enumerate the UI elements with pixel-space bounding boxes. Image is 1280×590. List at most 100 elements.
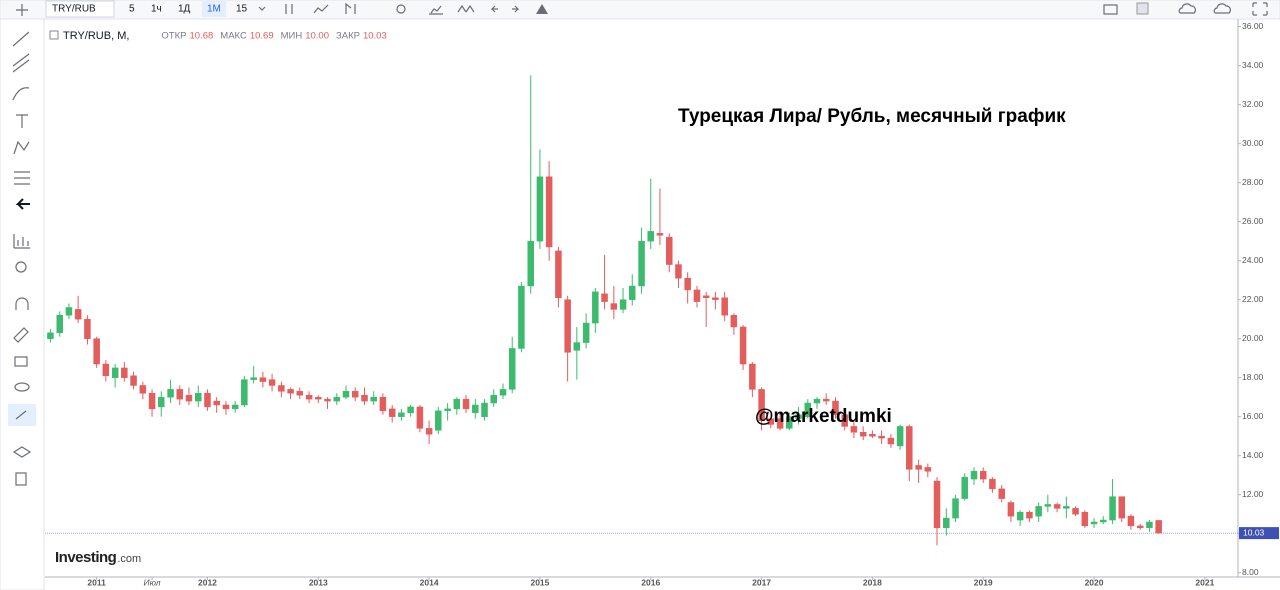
- prediction-icon[interactable]: [14, 171, 30, 185]
- candles-icon[interactable]: [285, 4, 293, 14]
- candle-body: [213, 400, 220, 406]
- candle-body: [638, 240, 645, 287]
- candle-body: [592, 291, 599, 324]
- candle-body: [545, 176, 553, 248]
- x-tick-label: 2011: [87, 577, 106, 587]
- zoom-icon[interactable]: [15, 261, 27, 273]
- candle-body: [121, 367, 128, 378]
- candle-body: [933, 480, 941, 529]
- interval-active[interactable]: 1М: [207, 4, 221, 15]
- symbol[interactable]: TRY/RUB: [52, 4, 96, 15]
- active-interval-bg: [202, 1, 226, 17]
- candle-body: [425, 428, 433, 435]
- redo-icon[interactable]: [512, 5, 520, 13]
- candle-body: [1044, 504, 1052, 507]
- layers-icon[interactable]: [12, 446, 32, 458]
- x-tick-label: Июл: [144, 577, 161, 587]
- candle-body: [388, 408, 396, 417]
- candle-body: [776, 418, 784, 429]
- interval[interactable]: 1Д: [178, 4, 191, 15]
- cloud-icon[interactable]: [1178, 3, 1196, 14]
- back-icon[interactable]: [15, 198, 30, 210]
- candle-body: [906, 426, 913, 470]
- candle-body: [148, 393, 156, 410]
- candle-body: [1127, 515, 1135, 527]
- candle-body: [555, 250, 562, 298]
- y-tick-label: 14.00: [1242, 450, 1264, 460]
- trendline-icon[interactable]: [12, 31, 30, 47]
- last-price-label: 10.03: [1243, 527, 1265, 537]
- chart-title: Турецкая Лира/ Рубль, месячный график: [678, 106, 1066, 127]
- color-icon[interactable]: [1136, 2, 1149, 15]
- candle-body: [490, 394, 497, 404]
- candle-body: [287, 389, 294, 394]
- candle-body: [453, 398, 461, 410]
- y-tick-label: 28.00: [1242, 177, 1264, 187]
- lock-icon[interactable]: [14, 356, 28, 367]
- y-tick-label: 16.00: [1242, 411, 1264, 421]
- y-tick-label: 36.00: [1242, 21, 1264, 31]
- y-tick-label: 18.00: [1242, 372, 1264, 382]
- candle-body: [758, 389, 765, 421]
- legend-value: 10.69: [250, 31, 274, 42]
- interval[interactable]: 5: [129, 4, 135, 15]
- crosshair-icon[interactable]: [16, 4, 28, 16]
- measure-icon[interactable]: [13, 234, 30, 249]
- candle-body: [185, 394, 193, 402]
- candle-body: [573, 342, 581, 351]
- candle-body: [268, 379, 276, 386]
- y-tick-label: 22.00: [1242, 294, 1264, 304]
- candle-body: [1053, 504, 1061, 509]
- candle-body: [296, 391, 304, 396]
- legend-value: 10.68: [190, 31, 214, 42]
- fullscreen-icon[interactable]: [1252, 2, 1268, 16]
- candle-body: [472, 404, 479, 414]
- x-tick-label: 2014: [420, 577, 439, 587]
- candle-body: [628, 285, 636, 300]
- candle-body: [601, 293, 608, 302]
- y-tick-label: 32.00: [1242, 99, 1264, 109]
- settings-icon[interactable]: [396, 4, 406, 14]
- candle-body: [943, 517, 950, 529]
- brush-icon[interactable]: [12, 87, 30, 101]
- undo-icon[interactable]: [490, 5, 498, 13]
- y-tick-label: 12.00: [1242, 489, 1264, 499]
- alert-icon[interactable]: [536, 4, 548, 14]
- interval[interactable]: 1ч: [151, 4, 162, 15]
- upload-icon[interactable]: [1213, 3, 1231, 14]
- legend-key: ЗАКР: [336, 31, 360, 42]
- candle-body: [832, 400, 839, 415]
- candle-body: [1063, 506, 1070, 509]
- left-toolbar-bg: [0, 18, 45, 590]
- compare-icon[interactable]: [429, 5, 443, 15]
- candle-body: [74, 309, 82, 320]
- line-icon[interactable]: [313, 4, 329, 14]
- candle-body: [619, 299, 627, 310]
- link-icon[interactable]: [15, 410, 27, 420]
- candle-body: [167, 389, 174, 398]
- symbol-box[interactable]: [45, 0, 115, 18]
- pattern-icon[interactable]: [13, 140, 30, 155]
- candle-body: [813, 398, 821, 404]
- scale-icon[interactable]: [457, 4, 475, 13]
- trash-icon[interactable]: [15, 472, 27, 486]
- text-icon[interactable]: [16, 114, 28, 128]
- candle-body: [47, 332, 54, 339]
- candle-body: [647, 231, 655, 242]
- interval[interactable]: 15: [236, 4, 248, 15]
- dropdown-icon[interactable]: [258, 6, 266, 11]
- y-tick-label: 24.00: [1242, 255, 1264, 265]
- candle-body: [1016, 511, 1024, 521]
- link-active-bg: [8, 404, 36, 426]
- candle-body: [102, 363, 110, 376]
- candle-body: [1072, 508, 1079, 515]
- eye-icon[interactable]: [14, 382, 30, 392]
- indicator-icon[interactable]: [345, 2, 356, 14]
- draw-mode-icon[interactable]: [13, 327, 29, 343]
- magnet-icon[interactable]: [15, 297, 29, 310]
- candle-body: [850, 426, 858, 433]
- candle-body: [666, 236, 673, 265]
- camera-icon[interactable]: [1103, 4, 1118, 15]
- fib-icon[interactable]: [12, 53, 30, 73]
- candle-body: [1035, 506, 1042, 517]
